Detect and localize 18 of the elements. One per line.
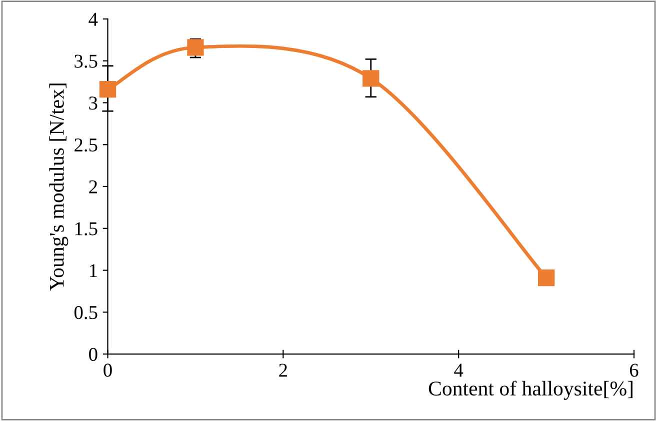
x-tick-label: 6 bbox=[630, 364, 638, 377]
x-axis-title: Content of halloysite[%] bbox=[428, 380, 632, 400]
y-tick-label: 1.5 bbox=[75, 222, 98, 236]
point bbox=[99, 80, 116, 98]
y-tick-label: 1 bbox=[90, 264, 97, 278]
point bbox=[362, 70, 380, 87]
y-axis-title: Young's modulus [N/tex] bbox=[49, 84, 68, 291]
y-tick-label: 3 bbox=[89, 96, 98, 110]
y-tick-label: 0.5 bbox=[74, 306, 98, 320]
point bbox=[538, 269, 555, 286]
y-tick-label: 0 bbox=[89, 348, 98, 361]
y-tick-label: 3.5 bbox=[74, 54, 98, 68]
x-tick-label: 0 bbox=[104, 364, 112, 377]
x-tick-label: 2 bbox=[279, 364, 287, 377]
y-tick-label: 2 bbox=[89, 180, 97, 194]
y-tick-label: 4 bbox=[88, 12, 98, 26]
y-tick-label: 2.5 bbox=[74, 138, 98, 152]
x-tick-label: 4 bbox=[454, 364, 464, 377]
